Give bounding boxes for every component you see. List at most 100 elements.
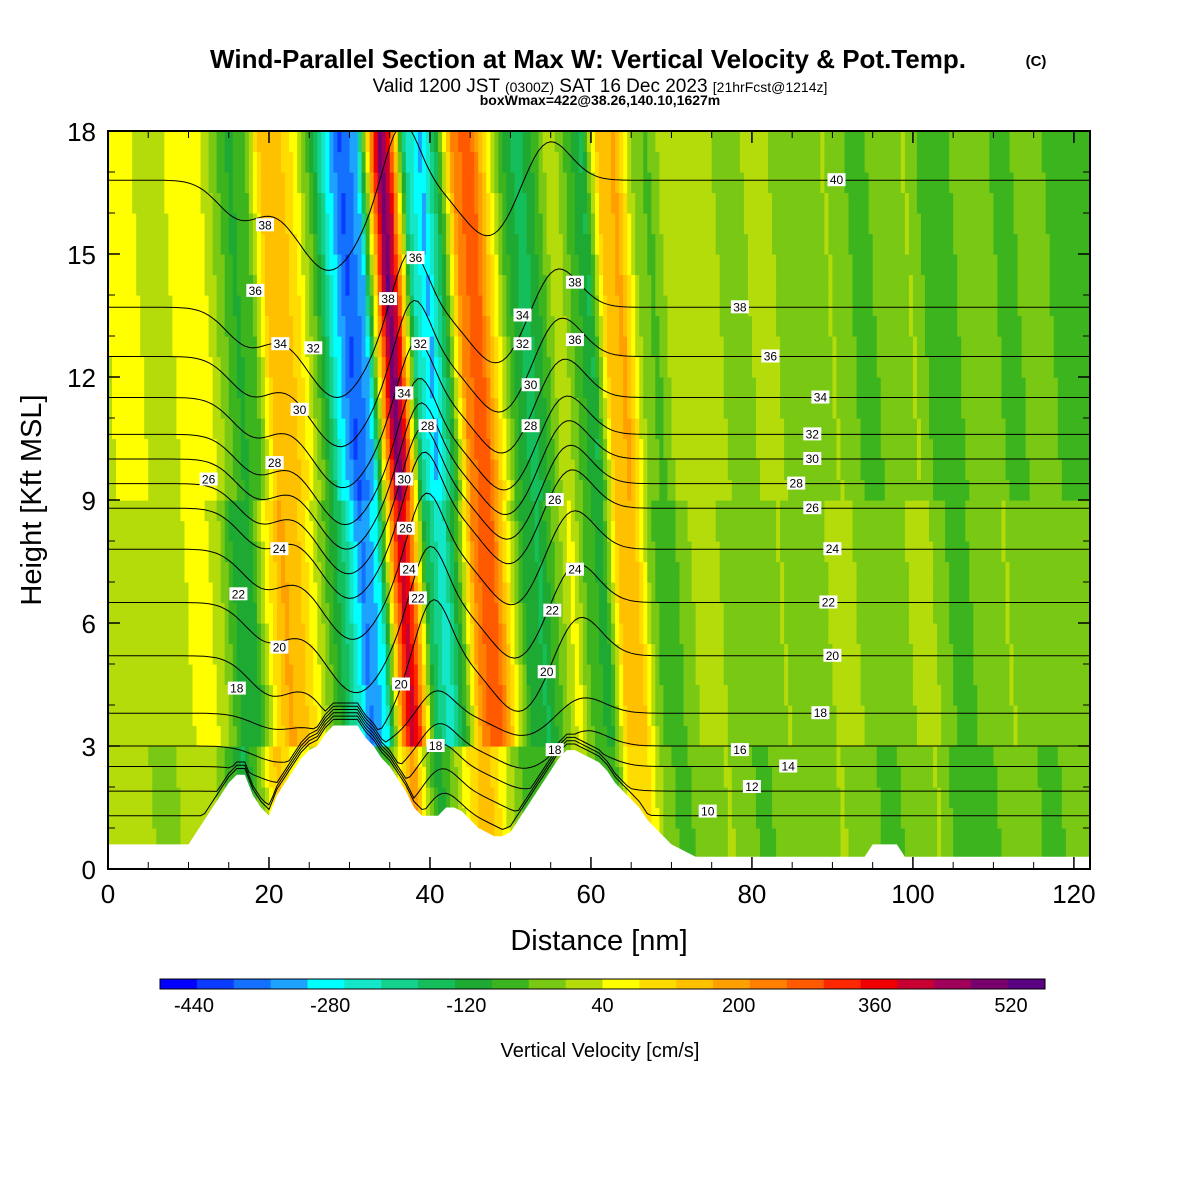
velocity-cell: [969, 582, 974, 604]
velocity-cell: [1069, 479, 1075, 501]
velocity-cell: [880, 746, 886, 768]
velocity-cell: [663, 828, 669, 850]
velocity-cell: [631, 500, 636, 522]
velocity-cell: [659, 807, 664, 829]
velocity-cell: [413, 643, 419, 665]
velocity-cell: [824, 807, 829, 829]
velocity-cell: [884, 725, 890, 747]
velocity-cell: [937, 541, 942, 563]
velocity-cell: [510, 541, 516, 563]
velocity-cell: [116, 602, 121, 624]
velocity-cell: [506, 766, 512, 788]
velocity-cell: [534, 643, 540, 665]
velocity-cell: [679, 705, 685, 727]
velocity-cell: [969, 561, 974, 583]
velocity-cell: [1037, 479, 1043, 501]
velocity-cell: [755, 582, 761, 604]
velocity-cell: [812, 643, 817, 665]
velocity-cell: [542, 459, 548, 481]
velocity-cell: [381, 705, 387, 727]
velocity-cell: [957, 705, 962, 727]
velocity-cell: [594, 520, 600, 542]
velocity-cell: [1053, 787, 1059, 809]
velocity-cell: [506, 438, 512, 460]
velocity-cell: [747, 561, 753, 583]
velocity-cell: [751, 500, 757, 522]
velocity-cell: [711, 520, 717, 542]
velocity-cell: [973, 807, 978, 829]
velocity-cell: [321, 582, 326, 604]
velocity-cell: [486, 725, 491, 747]
velocity-cell: [768, 787, 773, 809]
velocity-cell: [1045, 828, 1051, 850]
velocity-cell: [329, 438, 334, 460]
velocity-cell: [812, 623, 817, 645]
velocity-cell: [120, 766, 125, 788]
velocity-cell: [534, 500, 540, 522]
velocity-cell: [252, 561, 258, 583]
velocity-cell: [196, 561, 202, 583]
velocity-cell: [450, 500, 455, 522]
velocity-cell: [538, 602, 544, 624]
velocity-cell: [920, 459, 926, 481]
velocity-cell: [466, 807, 471, 829]
velocity-cell: [691, 602, 697, 624]
velocity-cell: [784, 459, 789, 481]
velocity-cell: [196, 623, 202, 645]
velocity-cell: [715, 746, 721, 768]
velocity-cell: [498, 766, 504, 788]
velocity-cell: [904, 561, 910, 583]
velocity-cell: [1081, 602, 1087, 624]
velocity-cell: [957, 623, 962, 645]
velocity-cell: [804, 664, 809, 686]
velocity-cell: [454, 746, 459, 768]
velocity-cell: [896, 828, 902, 850]
velocity-cell: [711, 787, 717, 809]
velocity-cell: [438, 438, 443, 460]
velocity-cell: [112, 664, 117, 686]
velocity-cell: [747, 541, 753, 563]
velocity-cell: [707, 582, 713, 604]
velocity-cell: [788, 459, 793, 481]
velocity-cell: [804, 766, 809, 788]
velocity-cell: [216, 705, 222, 727]
velocity-cell: [727, 684, 733, 706]
velocity-cell: [486, 602, 491, 624]
velocity-cell: [293, 479, 298, 501]
velocity-cell: [184, 582, 190, 604]
velocity-cell: [824, 582, 829, 604]
velocity-cell: [289, 705, 294, 727]
velocity-cell: [888, 459, 894, 481]
velocity-cell: [550, 541, 556, 563]
velocity-cell: [715, 684, 721, 706]
velocity-cell: [554, 500, 560, 522]
velocity-cell: [518, 479, 524, 501]
velocity-cell: [518, 438, 524, 460]
velocity-cell: [957, 787, 962, 809]
velocity-cell: [1001, 602, 1007, 624]
velocity-cell: [1085, 520, 1090, 542]
velocity-cell: [421, 705, 427, 727]
velocity-cell: [574, 541, 580, 563]
velocity-cell: [534, 561, 540, 583]
velocity-cell: [768, 746, 773, 768]
velocity-cell: [1073, 705, 1079, 727]
velocity-cell: [417, 746, 423, 768]
velocity-cell: [341, 684, 347, 706]
velocity-cell: [252, 787, 258, 809]
velocity-cell: [1021, 807, 1027, 829]
velocity-cell: [743, 541, 749, 563]
velocity-cell: [920, 664, 926, 686]
velocity-cell: [510, 582, 516, 604]
velocity-cell: [172, 643, 178, 665]
velocity-cell: [647, 520, 652, 542]
velocity-cell: [421, 643, 427, 665]
velocity-cell: [160, 459, 165, 481]
velocity-cell: [506, 623, 512, 645]
velocity-cell: [872, 623, 878, 645]
velocity-cell: [534, 541, 540, 563]
velocity-cell: [277, 643, 282, 665]
velocity-cell: [494, 725, 499, 747]
velocity-cell: [260, 561, 266, 583]
velocity-cell: [912, 459, 918, 481]
